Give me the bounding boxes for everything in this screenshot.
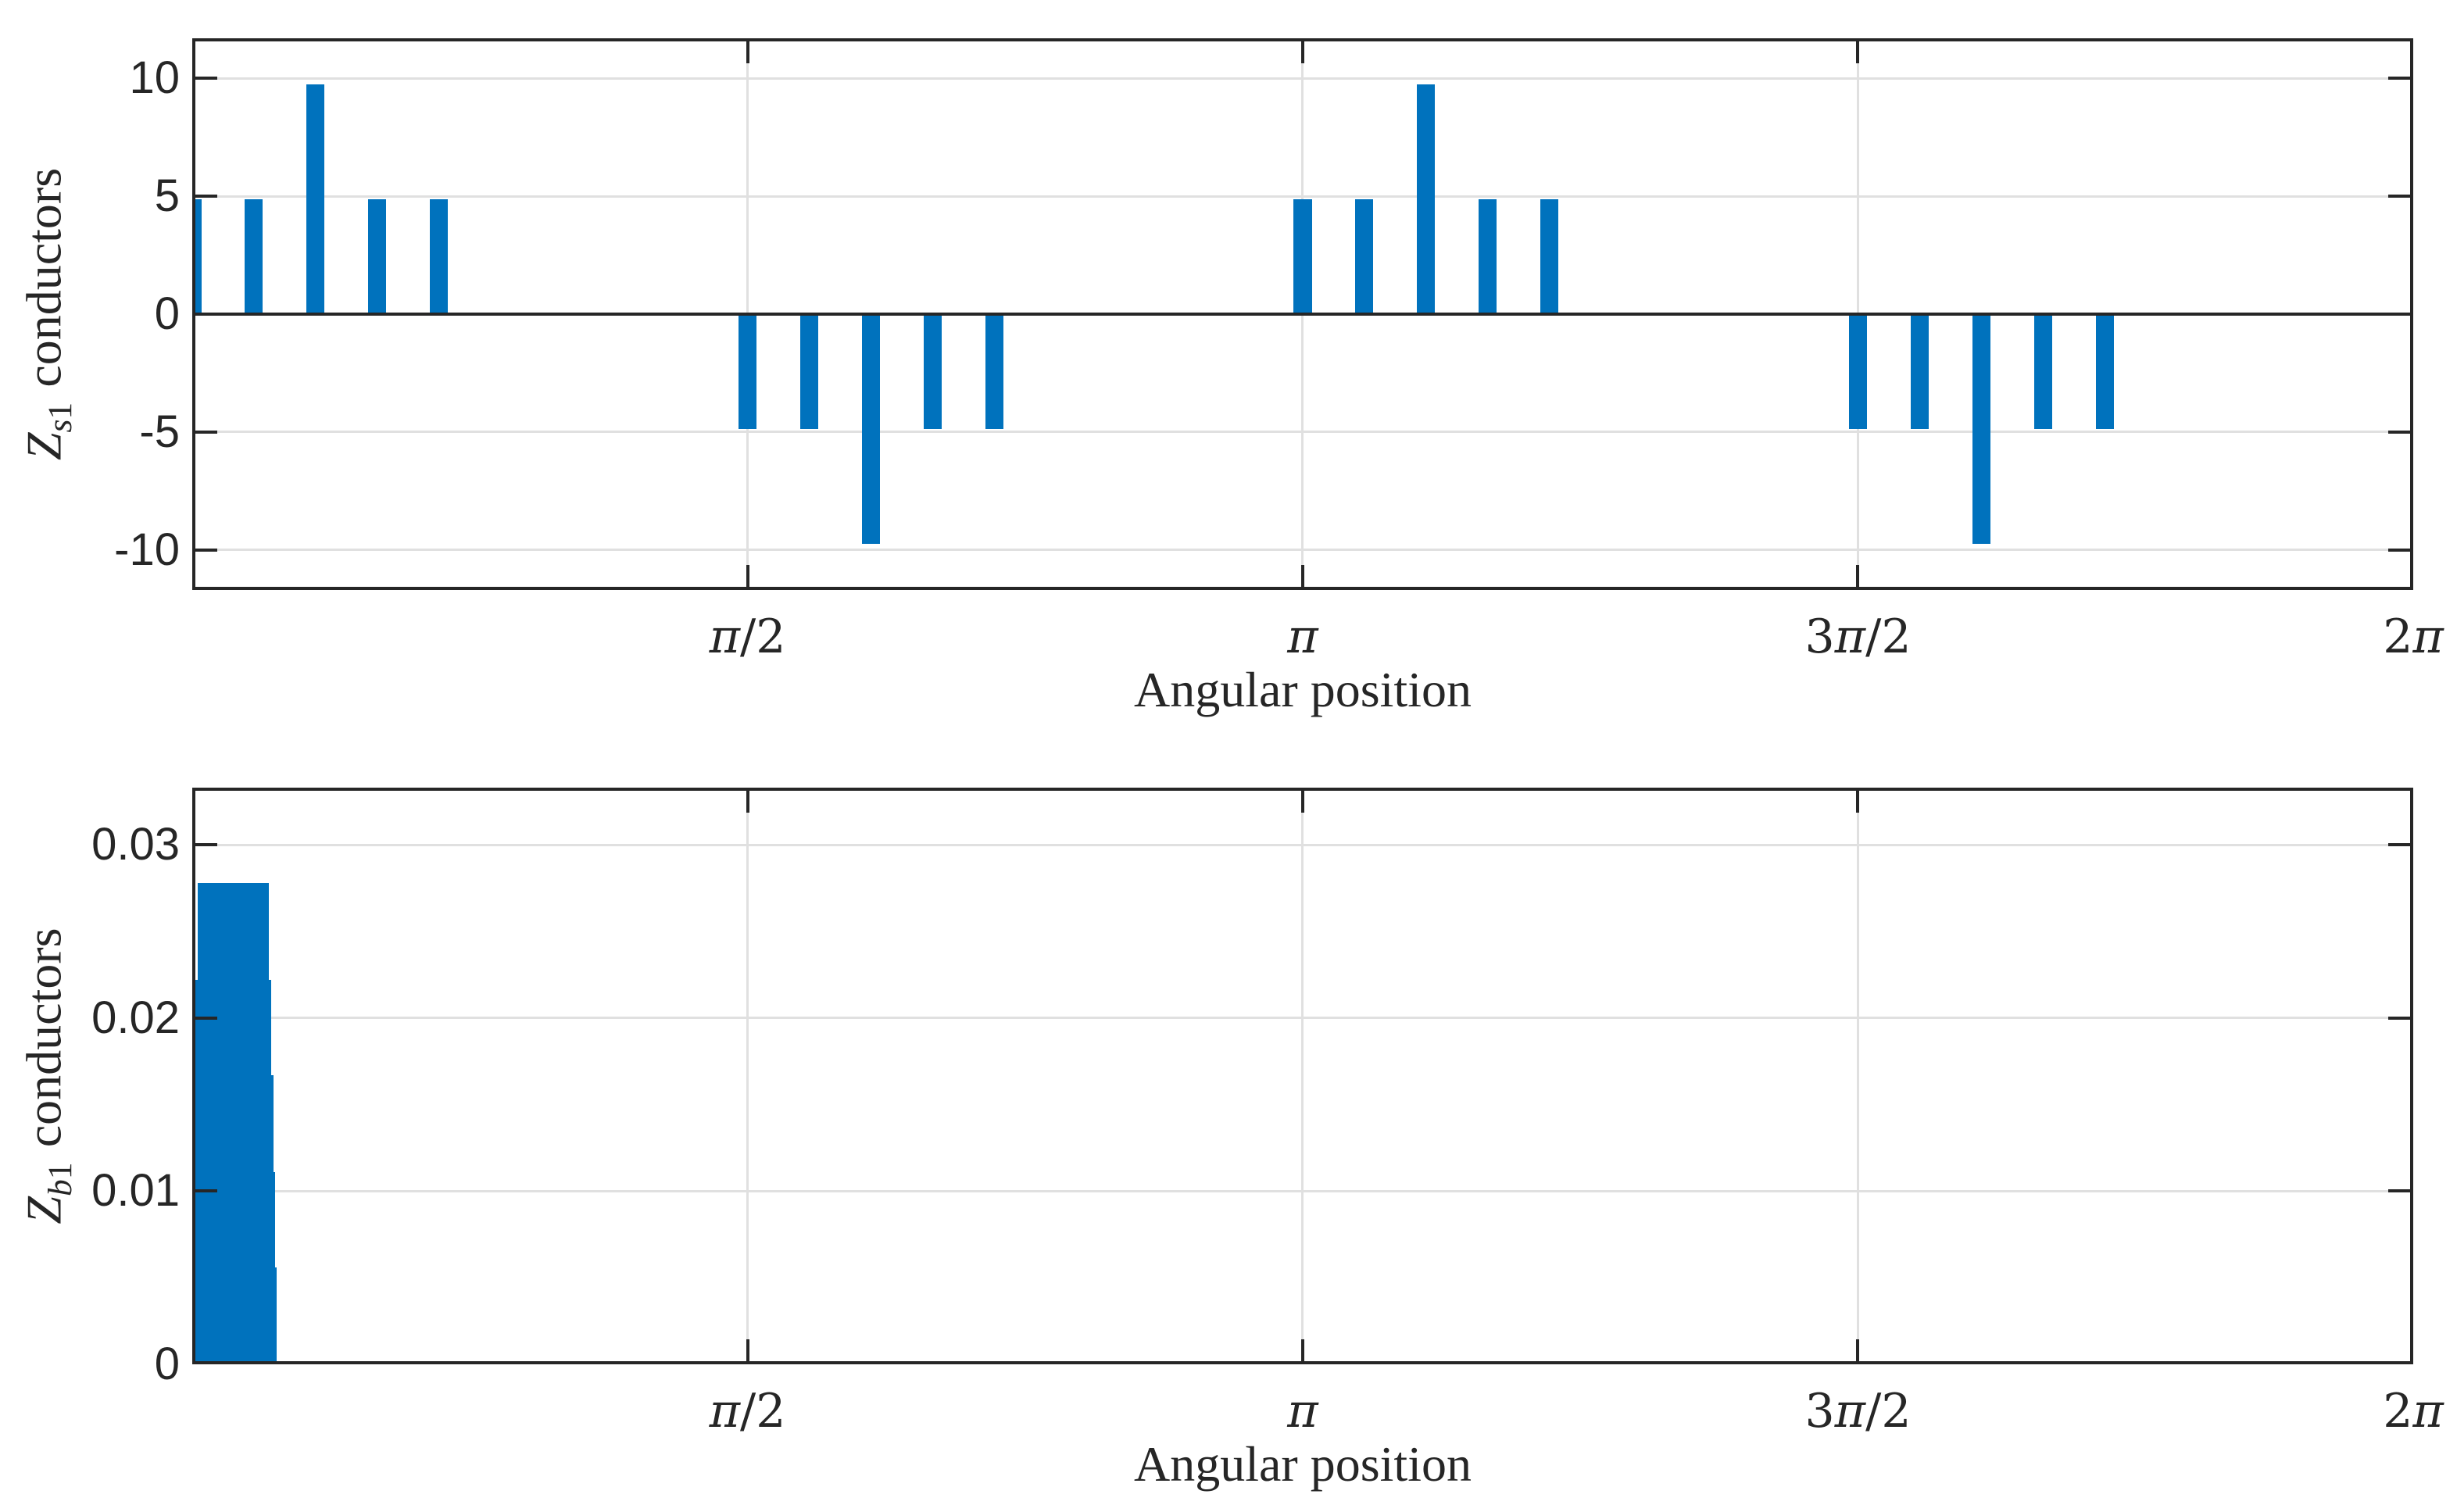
x-tick-mark (746, 565, 749, 590)
y-tick-mark (2388, 1189, 2413, 1193)
bottom-plot-area (192, 788, 2413, 1364)
x-tick-mark (1856, 1339, 1860, 1364)
y-gridline (192, 1017, 2413, 1020)
x-tick-label: π/2 (709, 1384, 786, 1439)
x-gridline (1301, 788, 1304, 1364)
conductor-bar (1910, 314, 1929, 430)
conductor-density-step (192, 1267, 277, 1364)
x-tick-mark (2412, 38, 2413, 63)
y-tick-mark (192, 843, 217, 847)
conductor-bar (985, 314, 1003, 430)
y-tick-mark (2388, 195, 2413, 198)
y-tick-mark (192, 1189, 217, 1193)
bottom-x-axis-label: Angular position (1134, 1436, 1472, 1492)
y-tick-mark (192, 430, 217, 434)
y-gridline (192, 1189, 2413, 1192)
conductor-bar (245, 198, 263, 314)
conductor-bar (738, 314, 757, 430)
x-tick-mark (1300, 788, 1304, 813)
conductor-bar (1540, 198, 1559, 314)
conductor-bar (1417, 84, 1436, 314)
conductor-bar (368, 198, 387, 314)
x-tick-mark (1300, 1339, 1304, 1364)
y-tick-mark (2388, 548, 2413, 552)
pi-symbol: π (1287, 1384, 1318, 1439)
x-tick-label: 3π/2 (1804, 609, 1912, 664)
x-tick-label: π (1287, 1388, 1318, 1435)
top-plot-area (192, 38, 2413, 590)
y-tick-mark (2388, 313, 2413, 316)
x-tick-mark (2412, 1339, 2413, 1364)
y-tick-mark (2388, 1363, 2413, 1364)
x-tick-mark (746, 38, 749, 63)
pi-symbol: π (2412, 1384, 2444, 1439)
conductor-bar (799, 314, 818, 430)
x-gridline (746, 788, 749, 1364)
pi-symbol: π (709, 1384, 741, 1439)
x-tick-label: π (1287, 613, 1318, 660)
pi-symbol: π (1834, 609, 1866, 664)
x-tick-mark (1856, 788, 1860, 813)
y-tick-label: 0.03 (91, 819, 180, 870)
conductor-bar (2033, 314, 2052, 430)
y-tick-mark (192, 1016, 217, 1020)
x-tick-mark (1300, 565, 1304, 590)
y-tick-label: 0 (154, 288, 180, 339)
y-gridline (192, 77, 2413, 80)
conductor-bar (1355, 198, 1374, 314)
y-gridline (192, 843, 2413, 846)
y-tick-mark (192, 1363, 217, 1364)
conductor-bar (923, 314, 942, 430)
x-tick-label: π/2 (709, 609, 786, 664)
pi-symbol: π (1834, 1384, 1866, 1439)
y-tick-mark (2388, 1016, 2413, 1020)
y-tick-mark (192, 195, 217, 198)
right-spine (2410, 788, 2413, 1364)
y-tick-mark (192, 77, 217, 80)
x-tick-mark (1856, 38, 1860, 63)
y-tick-label: 0 (154, 1339, 180, 1389)
y-gridline (192, 549, 2413, 552)
conductor-bar (1848, 314, 1868, 430)
conductor-bar (430, 198, 449, 314)
y-tick-label: 0.02 (91, 992, 180, 1043)
conductor-bar (861, 314, 880, 545)
conductor-bar (1479, 198, 1497, 314)
zero-baseline (192, 313, 2413, 316)
left-spine (192, 788, 195, 1364)
conductor-bar (192, 198, 202, 314)
x-tick-label: 2π (2383, 609, 2444, 664)
x-tick-mark (1300, 38, 1304, 63)
x-tick-mark (1856, 565, 1860, 590)
y-tick-label: -10 (114, 524, 180, 575)
pi-symbol: π (709, 609, 741, 664)
x-tick-mark (746, 788, 749, 813)
y-tick-mark (192, 548, 217, 552)
y-gridline (192, 195, 2413, 198)
x-tick-label: 2π (2383, 1384, 2444, 1439)
conductor-bar (1972, 314, 1990, 545)
x-tick-mark (2412, 788, 2413, 813)
y-tick-label: 10 (129, 52, 180, 104)
conductor-bar (2095, 314, 2114, 430)
x-tick-mark (2412, 565, 2413, 590)
y-tick-mark (192, 313, 217, 316)
y-tick-mark (2388, 430, 2413, 434)
conductor-bar (1293, 198, 1312, 314)
y-tick-label: 5 (154, 170, 180, 222)
y-gridline (192, 431, 2413, 434)
y-tick-label: -5 (139, 406, 180, 457)
x-gridline (1856, 788, 1859, 1364)
pi-symbol: π (1287, 609, 1318, 664)
y-tick-mark (2388, 843, 2413, 847)
y-tick-mark (2388, 77, 2413, 80)
x-tick-label: 3π/2 (1804, 1384, 1912, 1439)
pi-symbol: π (2412, 609, 2444, 664)
y-tick-label: 0.01 (91, 1165, 180, 1217)
top-x-axis-label: Angular position (1134, 662, 1472, 717)
x-tick-mark (746, 1339, 749, 1364)
conductor-bar (306, 84, 325, 314)
